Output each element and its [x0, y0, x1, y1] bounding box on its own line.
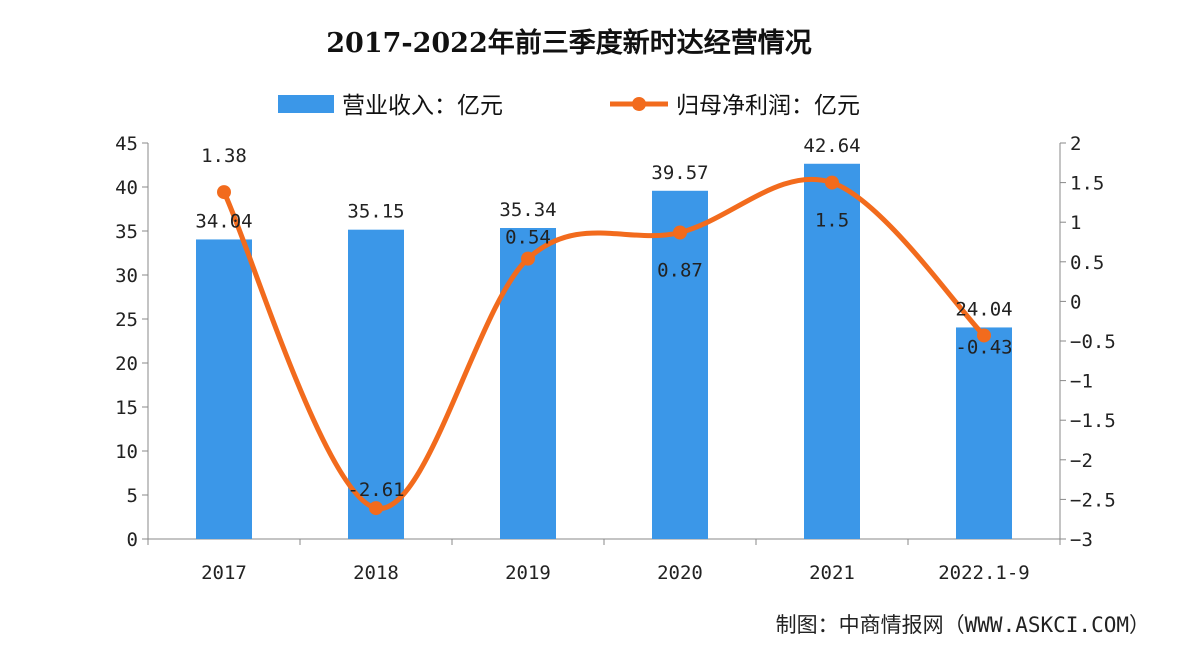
bar-2017 [196, 239, 252, 539]
left-tick-label: 0 [127, 529, 138, 551]
right-tick-label: −2.5 [1070, 489, 1116, 511]
bar-2018 [348, 229, 404, 539]
right-tick-label: −1 [1070, 371, 1093, 393]
right-tick-label: −0.5 [1070, 331, 1116, 353]
legend-bar-swatch [278, 95, 334, 113]
bar-value-label: 35.34 [499, 199, 556, 221]
bar-value-label: 42.64 [803, 135, 860, 157]
right-tick-label: −2 [1070, 450, 1093, 472]
x-tick-label: 2020 [657, 562, 703, 584]
legend-bar-label: 营业收入：亿元 [342, 93, 503, 119]
right-tick-label: −1.5 [1070, 410, 1116, 432]
profit-value-label: -2.61 [347, 479, 404, 501]
bar-value-label: 39.57 [651, 162, 708, 184]
profit-value-label: -0.43 [955, 336, 1012, 358]
x-tick-label: 2021 [809, 562, 855, 584]
right-tick-label: 0 [1070, 291, 1081, 313]
profit-point-2021 [825, 175, 839, 190]
left-tick-label: 40 [115, 177, 138, 199]
bar-value-label: 24.04 [955, 298, 1012, 320]
bar-2019 [500, 228, 556, 539]
legend: 营业收入：亿元 归母净利润：亿元 [278, 93, 860, 119]
right-tick-label: 2 [1070, 133, 1081, 155]
bar-2021 [804, 163, 860, 539]
right-tick-label: 0.5 [1070, 252, 1104, 274]
right-tick-label: −3 [1070, 529, 1093, 551]
right-tick-label: 1 [1070, 212, 1081, 234]
profit-value-label: 1.5 [815, 210, 849, 232]
bar-2020 [652, 190, 708, 539]
right-tick-label: 1.5 [1070, 173, 1104, 195]
left-tick-label: 30 [115, 265, 138, 287]
profit-value-label: 0.87 [657, 259, 703, 281]
x-tick-label: 2019 [505, 562, 551, 584]
bar-value-label: 34.04 [195, 210, 252, 232]
bar-value-label: 35.15 [347, 201, 404, 223]
x-tick-label: 2017 [201, 562, 247, 584]
left-tick-label: 20 [115, 353, 138, 375]
x-tick-label: 2022.1-9 [938, 562, 1030, 584]
x-tick-label: 2018 [353, 562, 399, 584]
profit-point-2022.1-9 [977, 328, 991, 343]
left-tick-label: 35 [115, 221, 138, 243]
profit-value-label: 1.38 [201, 145, 247, 167]
legend-line-label: 归母净利润：亿元 [676, 93, 860, 119]
chart-title: 2017-2022年前三季度新时达经营情况 [326, 27, 812, 59]
profit-point-2019 [521, 251, 535, 266]
profit-point-2018 [369, 501, 383, 516]
profit-point-2020 [673, 225, 687, 240]
left-tick-label: 15 [115, 397, 138, 419]
left-tick-label: 25 [115, 309, 138, 331]
source-note: 制图：中商情报网（WWW.ASKCI.COM） [776, 613, 1150, 637]
profit-line [221, 176, 986, 511]
profit-value-label: 0.54 [505, 227, 551, 249]
left-tick-label: 45 [115, 133, 138, 155]
bar-2022.1-9 [956, 327, 1012, 539]
legend-line-marker [632, 97, 646, 111]
left-tick-label: 10 [115, 441, 138, 463]
profit-point-2017 [217, 185, 231, 200]
left-tick-label: 5 [127, 485, 138, 507]
